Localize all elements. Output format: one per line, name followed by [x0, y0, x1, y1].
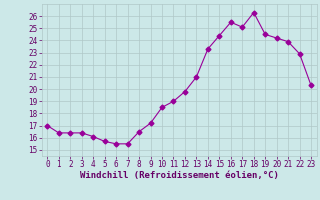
X-axis label: Windchill (Refroidissement éolien,°C): Windchill (Refroidissement éolien,°C) — [80, 171, 279, 180]
